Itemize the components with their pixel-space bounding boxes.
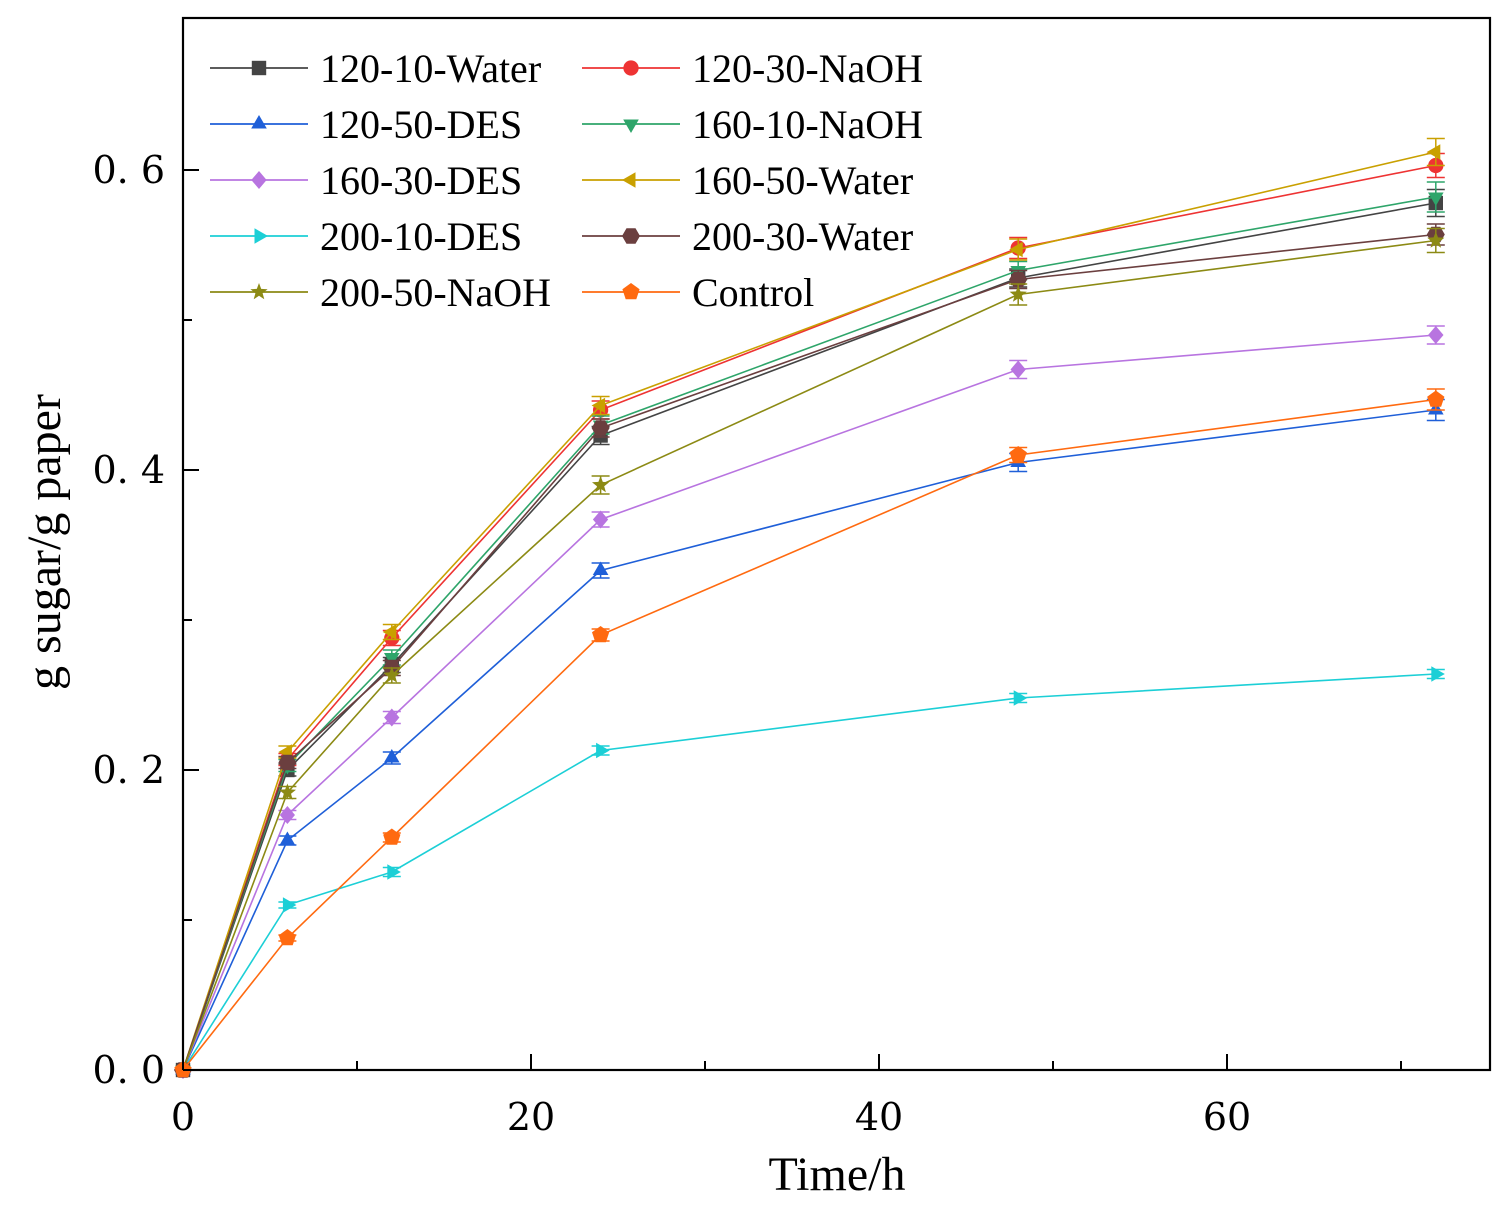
- series-line-200-10-des: [182, 673, 1436, 1071]
- y-tick-label: 0. 2: [92, 748, 165, 792]
- legend-marker: [251, 115, 267, 129]
- legend-marker: [622, 283, 640, 300]
- x-tick-label: 40: [855, 1095, 903, 1139]
- data-point: [387, 864, 401, 880]
- series-line-120-30-naoh: [182, 164, 1436, 1071]
- legend-label: 160-50-Water: [692, 158, 913, 203]
- data-point: [1428, 192, 1444, 206]
- legend-item-200-30-water: 200-30-Water: [582, 214, 913, 259]
- series-line-160-10-naoh: [182, 196, 1436, 1071]
- y-tick-label: 0. 0: [92, 1048, 165, 1092]
- y-tick-label: 0. 6: [92, 148, 165, 192]
- data-point: [592, 561, 609, 575]
- legend-marker: [251, 171, 267, 189]
- series-line-120-50-des: [182, 409, 1436, 1071]
- x-tick-label: 20: [507, 1095, 555, 1139]
- data-point: [278, 929, 296, 946]
- series-120-10-water: [175, 188, 1445, 1078]
- legend-label: 200-50-NaOH: [320, 270, 551, 315]
- legend-item-120-30-naoh: 120-30-NaOH: [582, 46, 923, 91]
- data-point: [592, 626, 610, 643]
- data-point: [383, 666, 401, 683]
- legend-item-120-50-des: 120-50-DES: [210, 102, 522, 147]
- legend-item-200-10-des: 200-10-DES: [210, 214, 522, 259]
- series-200-50-naoh: [174, 227, 1445, 1078]
- series-200-30-water: [174, 223, 1445, 1078]
- data-point: [1009, 285, 1027, 302]
- data-point: [591, 420, 610, 436]
- legend-item-160-30-des: 160-30-DES: [210, 158, 522, 203]
- legend-label: 160-10-NaOH: [692, 102, 923, 147]
- x-axis-title: Time/h: [769, 1148, 906, 1201]
- series-200-10-des: [178, 666, 1445, 1078]
- legend-marker: [623, 60, 639, 76]
- series-control: [174, 388, 1445, 1078]
- legend-marker: [251, 60, 267, 76]
- data-point: [1009, 241, 1023, 258]
- data-point: [383, 828, 401, 845]
- legend: 120-10-Water 120-30-NaOH 120-50-DES 160-10-…: [210, 46, 923, 315]
- series-line-200-30-water: [182, 233, 1436, 1071]
- series-120-50-des: [175, 398, 1445, 1075]
- data-point: [1431, 666, 1445, 682]
- legend-marker: [623, 119, 639, 133]
- data-point: [1428, 326, 1444, 344]
- legend-marker: [254, 228, 268, 244]
- y-tick-label: 0. 4: [92, 448, 165, 492]
- plot-border: [181, 16, 1492, 1072]
- series-line-120-10-water: [182, 202, 1436, 1071]
- legend-label: Control: [692, 270, 814, 315]
- x-tick-label: 0: [171, 1095, 195, 1139]
- legend-label: 120-50-DES: [320, 102, 522, 147]
- data-point: [1013, 690, 1028, 706]
- legend-marker: [250, 283, 268, 300]
- series-160-10-naoh: [175, 181, 1445, 1079]
- series-line-control: [182, 398, 1436, 1071]
- data-point: [279, 831, 296, 845]
- data-point: [1426, 144, 1441, 160]
- legend-item-160-10-naoh: 160-10-NaOH: [582, 102, 923, 147]
- series-layer: [174, 137, 1445, 1079]
- legend-label: 120-30-NaOH: [692, 46, 923, 91]
- legend-item-160-50-water: 160-50-Water: [582, 158, 913, 203]
- data-point: [1427, 390, 1445, 407]
- data-point: [279, 806, 295, 824]
- legend-item-200-50-naoh: 200-50-NaOH: [210, 270, 551, 315]
- data-point: [282, 897, 297, 913]
- data-point: [592, 510, 609, 529]
- legend-item-120-10-water: 120-10-Water: [210, 46, 541, 91]
- plot-frame: [181, 16, 1492, 1072]
- series-line-200-50-naoh: [182, 239, 1436, 1071]
- legend-item-control: Control: [582, 270, 814, 315]
- data-point: [596, 742, 610, 759]
- data-point: [278, 754, 297, 771]
- legend-label: 120-10-Water: [320, 46, 541, 91]
- legend-label: 160-30-DES: [320, 158, 522, 203]
- y-axis-title: g sugar/g paper: [18, 394, 71, 690]
- data-point: [592, 476, 610, 493]
- data-point: [591, 397, 606, 414]
- legend-marker: [622, 172, 636, 188]
- axes-layer: 0 20 40 60 0. 0 0. 2 0. 4 0. 6: [92, 148, 1402, 1139]
- legend-label: 200-10-DES: [320, 214, 522, 259]
- legend-label: 200-30-Water: [692, 214, 913, 259]
- data-point: [1009, 446, 1027, 463]
- data-point: [384, 708, 400, 727]
- series-line-160-30-des: [182, 334, 1436, 1071]
- data-point: [278, 783, 296, 800]
- data-point: [1010, 360, 1026, 379]
- x-tick-label: 60: [1203, 1095, 1251, 1139]
- series-line-160-50-water: [182, 151, 1436, 1071]
- data-point: [382, 624, 397, 640]
- legend-marker: [622, 228, 640, 244]
- data-point: [384, 749, 400, 763]
- data-point: [1427, 231, 1445, 248]
- series-160-30-des: [175, 325, 1445, 1079]
